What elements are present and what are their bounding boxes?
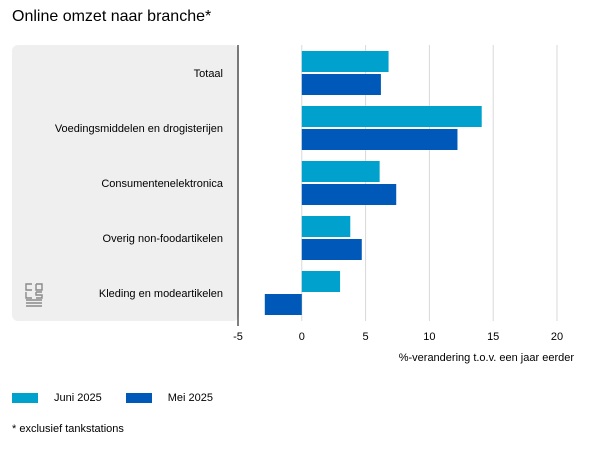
legend-label-juni: Juni 2025 bbox=[54, 392, 102, 404]
category-label: Overig non-foodartikelen bbox=[103, 233, 223, 245]
legend-item-juni: Juni 2025 bbox=[12, 392, 102, 404]
bar-mei bbox=[301, 129, 458, 150]
legend-swatch-juni bbox=[12, 393, 38, 403]
cbs-logo-icon bbox=[25, 283, 43, 307]
bar-juni bbox=[301, 106, 482, 127]
legend-item-mei: Mei 2025 bbox=[125, 392, 213, 404]
bar-mei bbox=[264, 294, 302, 315]
bar-juni bbox=[301, 216, 351, 237]
x-tick-label: 0 bbox=[299, 331, 305, 343]
x-tick-label: 5 bbox=[363, 331, 369, 343]
bar-mei bbox=[301, 74, 381, 95]
x-tick-labels: -5 0 5 10 15 20 bbox=[233, 331, 563, 343]
bar-mei bbox=[301, 239, 362, 260]
bar-juni bbox=[301, 51, 389, 72]
x-tick-label: 20 bbox=[551, 331, 563, 343]
category-label: Kleding en modeartikelen bbox=[99, 288, 223, 300]
legend: Juni 2025 Mei 2025 bbox=[12, 392, 237, 404]
bar-mei bbox=[301, 184, 397, 205]
category-label-panel bbox=[12, 45, 239, 321]
category-labels: Totaal Voedingsmiddelen en drogisterijen C… bbox=[55, 68, 224, 300]
bar-juni bbox=[301, 271, 341, 292]
category-label: Totaal bbox=[194, 68, 223, 80]
bars bbox=[264, 51, 482, 315]
bar-chart: Totaal Voedingsmiddelen en drogisterijen C… bbox=[55, 45, 575, 364]
x-tick-label: 15 bbox=[487, 331, 499, 343]
footnote: * exclusief tankstations bbox=[12, 423, 124, 435]
x-axis-title: %-verandering t.o.v. een jaar eerder bbox=[399, 352, 575, 364]
x-tick-label: -5 bbox=[233, 331, 243, 343]
x-tick-label: 10 bbox=[423, 331, 435, 343]
legend-swatch-mei bbox=[125, 393, 152, 403]
chart-title: Online omzet naar branche* bbox=[12, 8, 212, 25]
bar-juni bbox=[301, 161, 380, 182]
category-label: Voedingsmiddelen en drogisterijen bbox=[55, 123, 223, 135]
legend-label-mei: Mei 2025 bbox=[167, 392, 213, 404]
category-label: Consumentenelektronica bbox=[101, 178, 224, 190]
